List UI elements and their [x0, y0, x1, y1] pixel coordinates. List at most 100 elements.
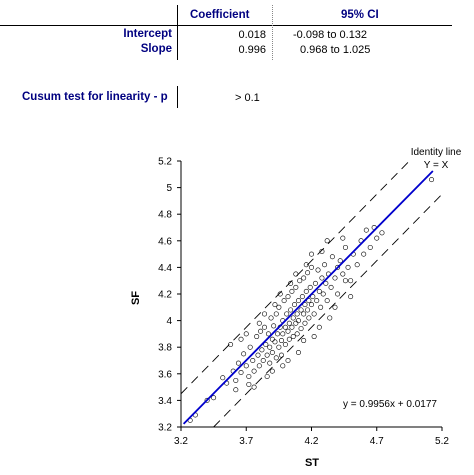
data-point [332, 304, 338, 310]
data-point [289, 288, 295, 294]
data-point [238, 336, 244, 342]
data-point [204, 397, 210, 403]
y-axis-label: SF [130, 291, 142, 305]
x-tick-label: 3.7 [239, 436, 253, 447]
data-point [233, 387, 239, 393]
data-point [228, 342, 234, 348]
x-tick-label: 5.2 [435, 436, 449, 447]
data-point [307, 284, 313, 290]
data-point [256, 320, 262, 326]
y-tick-label: 3.2 [158, 423, 172, 434]
data-point [308, 302, 314, 308]
data-point [303, 288, 309, 294]
row-label-intercept: Intercept [123, 28, 172, 40]
y-tick-label: 4 [166, 316, 172, 327]
data-point [297, 278, 303, 284]
data-point [269, 350, 275, 356]
data-point [305, 307, 311, 313]
data-point [302, 320, 308, 326]
lower-limit-line [213, 193, 443, 428]
row-label-slope: Slope [140, 43, 172, 55]
data-point [288, 280, 294, 286]
data-point [305, 270, 311, 276]
table-divider [177, 5, 178, 60]
data-point [303, 262, 309, 268]
data-point [272, 302, 278, 308]
data-point [278, 352, 284, 358]
limit-lines [180, 160, 443, 428]
ci-sep: to [327, 29, 337, 41]
cusum-value: > 0.1 [235, 92, 260, 104]
data-point [284, 311, 290, 317]
data-point [319, 275, 325, 281]
data-point [348, 278, 354, 284]
y-tick-label: 3.4 [158, 396, 172, 407]
data-point [295, 298, 301, 304]
data-point [280, 363, 286, 369]
slope-ci-low: 0.968 [300, 44, 328, 56]
data-point [251, 368, 257, 374]
data-point [220, 375, 226, 381]
data-point [247, 344, 253, 350]
data-point [263, 342, 269, 348]
data-point [312, 280, 318, 286]
data-point [298, 307, 304, 313]
data-point [233, 377, 239, 383]
regression-line [182, 170, 434, 425]
intercept-ci: -0.098 to 0.132 [293, 29, 367, 41]
data-point [243, 331, 249, 337]
data-point [276, 344, 282, 350]
data-point [298, 326, 304, 332]
data-point [250, 357, 256, 363]
x-tick-label: 4.7 [370, 436, 384, 447]
data-point [295, 318, 301, 324]
data-point [268, 315, 274, 321]
header-coefficient: Coefficient [190, 9, 250, 21]
slope-ci-high: 1.025 [342, 44, 371, 56]
data-point [337, 258, 343, 264]
data-point [363, 227, 369, 233]
y-tick-label: 4.4 [158, 263, 172, 274]
data-point [293, 271, 299, 277]
data-point [316, 288, 322, 294]
data-point [256, 363, 262, 369]
intercept-coefficient: 0.018 [238, 29, 266, 41]
cusum-divider [177, 86, 178, 108]
ci-sep: to [330, 44, 340, 56]
data-point [289, 324, 295, 330]
data-point [324, 298, 330, 304]
axes: 3.2 3.7 4.2 4.7 5.2 3.2 3.4 3.6 3.8 4 4.2 4.4 4.6 4.8… [158, 157, 449, 448]
x-axis-label: ST [305, 457, 319, 469]
data-point [301, 338, 307, 344]
data-point [238, 369, 244, 375]
fit-equation: y = 0.9956x + 0.0177 [343, 399, 437, 410]
data-point [323, 280, 329, 286]
data-point [282, 324, 288, 330]
data-point [318, 304, 324, 310]
y-tick-label: 4.6 [158, 236, 172, 247]
data-point [269, 336, 275, 342]
data-point [260, 357, 266, 363]
data-point [269, 368, 275, 374]
data-point [329, 254, 335, 260]
data-point [299, 294, 305, 300]
data-point [285, 357, 291, 363]
data-point [308, 251, 314, 257]
data-point [294, 331, 300, 337]
data-point [290, 334, 296, 340]
data-point [379, 230, 385, 236]
data-point [310, 294, 316, 300]
data-point [294, 311, 300, 317]
data-point [264, 373, 270, 379]
data-point [282, 342, 288, 348]
data-point [273, 355, 279, 361]
data-point [275, 331, 281, 337]
data-point [293, 284, 299, 290]
data-point [374, 235, 380, 241]
data-point [271, 323, 277, 329]
data-point [264, 352, 270, 358]
cusum-label: Cusum test for linearity - p [22, 91, 168, 103]
data-point [281, 298, 287, 304]
data-point [278, 338, 284, 344]
